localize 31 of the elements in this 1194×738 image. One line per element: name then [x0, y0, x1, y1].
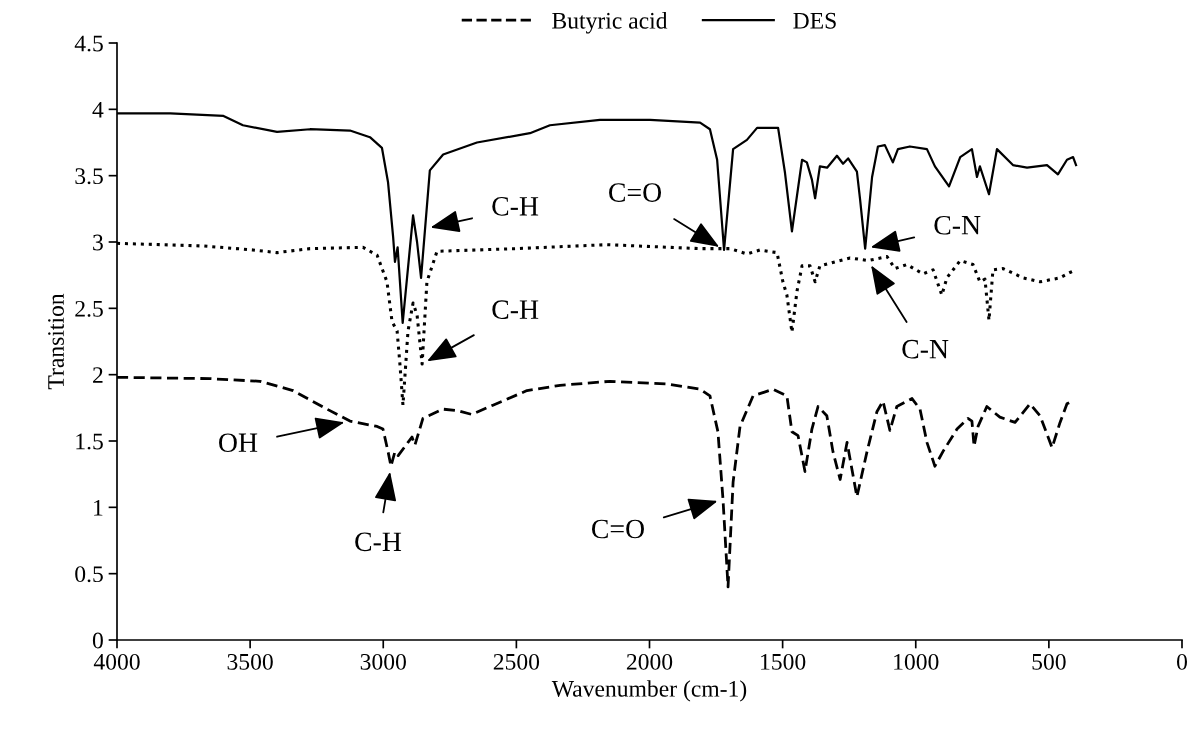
annotation: C-H: [355, 532, 402, 552]
x-tick-label: 1000: [894, 653, 939, 670]
annotation: C=O: [592, 519, 644, 539]
y-tick-label: 0: [92, 632, 103, 649]
legend-label: DES: [793, 12, 836, 29]
x-tick-label: 0: [1177, 653, 1187, 670]
x-tick-label: 4000: [93, 653, 140, 670]
y-tick-label: 1: [94, 499, 103, 516]
y-tick-label: 4.5: [74, 35, 103, 52]
y-tick-label: 3: [93, 234, 103, 251]
annotation: C-H: [492, 197, 539, 216]
legend-label: Butyric acid: [552, 12, 668, 34]
annotation: C-N: [902, 339, 949, 359]
y-tick-label: 2.5: [75, 300, 103, 317]
y-tick-label: 0.5: [75, 566, 103, 583]
annotation: C-N: [934, 215, 981, 235]
x-tick-label: 1500: [761, 653, 806, 670]
x-axis-title: Wavenumber (cm-1): [551, 680, 747, 702]
annotation: C=O: [609, 183, 662, 202]
y-tick-label: 4: [92, 101, 104, 118]
y-tick-label: 3.5: [75, 168, 103, 185]
annotation: OH: [219, 433, 258, 453]
x-tick-label: 2000: [626, 653, 673, 670]
x-tick-label: 3500: [227, 653, 273, 670]
y-tick-label: 1.5: [76, 433, 103, 450]
x-tick-label: 3000: [360, 653, 406, 670]
x-tick-label: 500: [1032, 653, 1066, 670]
y-tick-label: 2: [93, 367, 103, 383]
y-axis-title: Transition: [48, 293, 64, 390]
annotation: C-H: [492, 300, 539, 320]
x-tick-label: 2500: [493, 653, 540, 670]
